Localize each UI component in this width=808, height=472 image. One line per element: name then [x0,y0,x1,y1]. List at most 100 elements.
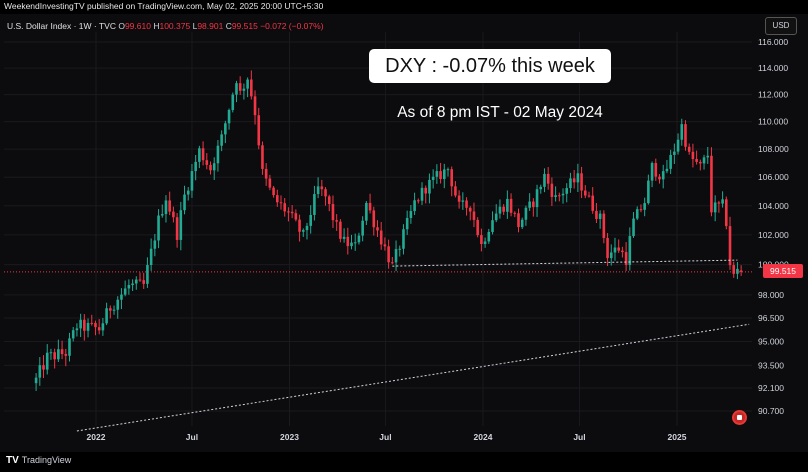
candle-body [439,171,442,180]
candle [268,174,272,191]
candle-body [361,220,364,236]
candle-body [387,246,390,263]
candle-body [172,211,175,218]
y-tick-label: 116.000 [758,37,788,47]
candle [658,174,661,184]
candle-body [665,168,669,172]
candle-body [324,189,327,197]
candle [57,339,60,362]
candle [109,305,112,319]
candle-body [498,206,502,214]
candle-body [717,202,721,204]
candle [713,195,717,222]
candle [216,140,220,172]
candle [379,221,383,250]
candle [227,108,231,130]
candle [372,206,376,236]
candle-body [331,204,335,221]
footer-bar [0,452,808,472]
candle [628,227,632,271]
y-tick-label: 98.000 [758,290,784,300]
candle-body [272,187,275,196]
candle-body [502,206,505,212]
candle-body [190,171,194,191]
candle-body [261,145,264,169]
candle-body [595,210,598,219]
candle [699,159,702,171]
candle-body [175,217,179,240]
candle [513,211,517,218]
candle [116,296,120,319]
candle [346,227,350,255]
open-label: O [118,21,125,31]
candle-body [673,151,676,155]
candle [53,348,56,369]
high-value: 100.375 [159,21,191,31]
candle-body [205,160,209,165]
candle-body [691,151,695,160]
candle [83,314,86,341]
candle [687,143,691,155]
candle [632,212,635,238]
candle-body [550,183,554,197]
candle [565,183,569,203]
candle [613,237,617,261]
y-tick-label: 96.500 [758,313,784,323]
candle [34,373,38,391]
close-value: 99.515 [231,21,258,31]
candle-body [320,186,324,190]
open-value: 99.610 [124,21,151,31]
candle [264,163,268,186]
candle-body [454,186,457,196]
candle [90,314,94,326]
candle-body [591,195,595,211]
candle [231,92,235,113]
candle-body [131,283,134,286]
tradingview-logo-text: TradingView [21,455,72,465]
symbol-label: U.S. Dollar Index · 1W · TVC [7,21,116,31]
tradingview-logo[interactable]: TV TradingView [6,455,71,466]
candle [112,305,116,315]
candle [583,185,587,199]
candle [68,332,71,362]
candle-body [606,237,609,259]
candle-body [483,241,487,245]
us-flag-icon[interactable] [732,410,747,425]
candle-body [257,115,261,146]
candle [624,242,628,272]
currency-button[interactable]: USD [765,17,797,35]
subtitle-text: As of 8 pm IST - 02 May 2024 [397,104,603,121]
candle-body [402,229,405,249]
candle [621,246,624,258]
candle-body [138,279,142,281]
candle [472,202,476,228]
candle [172,206,175,223]
candle [75,323,79,337]
candle [717,200,721,213]
candle [457,190,461,209]
candle-body [97,327,101,331]
candle-body [517,213,520,228]
candle-body [457,195,461,202]
candle [212,157,216,180]
candle [313,185,316,221]
candle [235,80,238,103]
candle-body [379,230,383,245]
candle [591,187,595,214]
candle [94,320,97,336]
candle-body [561,193,565,196]
tradingview-mark-icon: TV [6,455,19,466]
candle-body [687,146,691,152]
candle [561,188,565,204]
candle-body [142,280,146,284]
candle [509,193,513,217]
candle [250,70,253,100]
candle-body [446,169,450,171]
candle [186,187,190,201]
candle-body [83,319,86,331]
candle [661,164,665,189]
candle [732,261,736,278]
candle-body [713,202,717,213]
